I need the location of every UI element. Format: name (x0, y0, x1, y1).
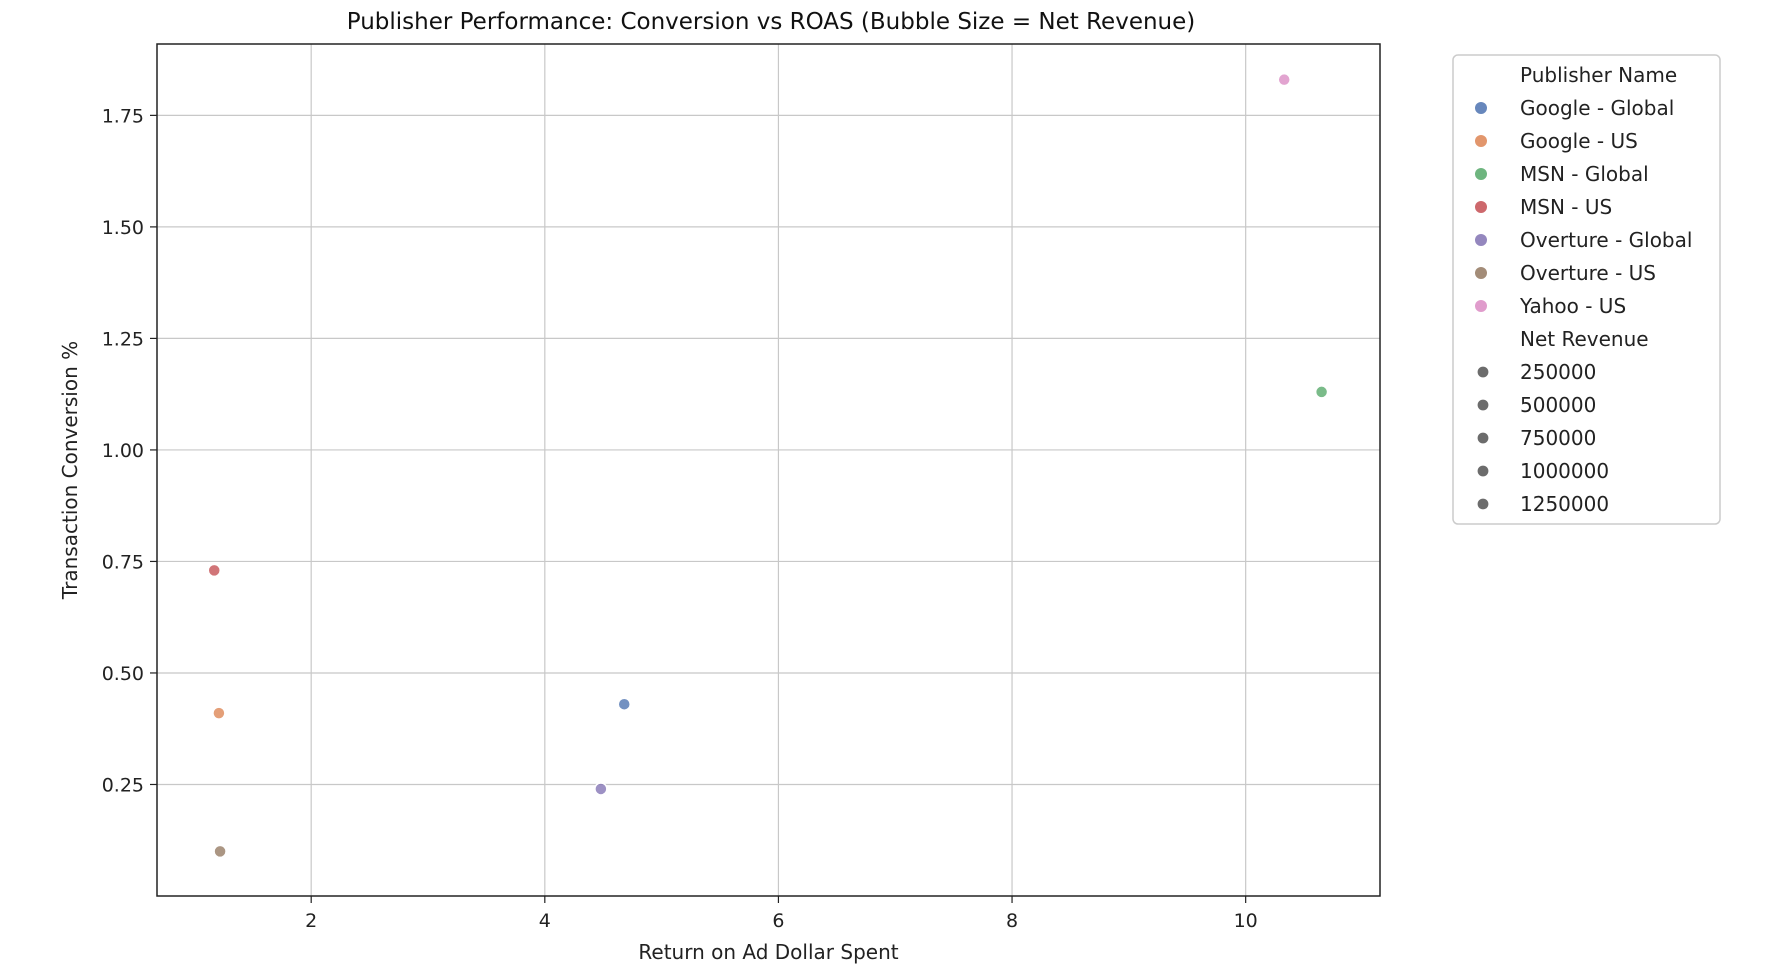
legend-marker (1475, 201, 1487, 213)
bubble-overture-us (213, 844, 227, 859)
legend-entry-label: MSN - US (1520, 195, 1612, 219)
plot-frame (156, 43, 1381, 897)
x-tick-label: 10 (1234, 910, 1258, 932)
legend-size-label: 1000000 (1520, 459, 1609, 483)
legend-entry-label: Overture - Global (1520, 228, 1692, 252)
legend-entry-label: Overture - US (1520, 261, 1656, 285)
chart-title: Publisher Performance: Conversion vs ROA… (347, 9, 1196, 35)
x-tick-label: 4 (539, 910, 551, 932)
y-tick-label: 0.50 (102, 663, 144, 685)
bubble-overture-global (594, 782, 608, 796)
legend-entry-label: Google - Global (1520, 96, 1674, 120)
y-tick-label: 0.25 (102, 774, 144, 796)
legend-entry-label: Google - US (1520, 129, 1638, 153)
y-tick-label: 0.75 (102, 551, 144, 573)
bubble-layer (207, 72, 1329, 859)
axis-ticks: 2 4 6 8 10 0.25 0.50 0.75 1.00 1.25 1.50 1.75 (102, 105, 1258, 932)
bubble-yahoo-us (1277, 72, 1291, 87)
legend-size-label: 750000 (1520, 426, 1596, 450)
legend: Publisher Name Google - Global Google - US… (1452, 54, 1721, 525)
y-tick-label: 1.50 (102, 217, 144, 239)
bubble-google-us (212, 706, 226, 720)
legend-marker (1475, 234, 1487, 246)
legend-size-label: 1250000 (1520, 492, 1609, 516)
x-tick-label: 8 (1006, 910, 1018, 932)
legend-size-marker (1476, 431, 1490, 445)
legend-size-marker (1476, 365, 1490, 379)
x-axis-label: Return on Ad Dollar Spent (638, 940, 898, 964)
y-tick-label: 1.00 (102, 440, 144, 462)
legend-size-label: 500000 (1520, 393, 1596, 417)
y-tick-label: 1.25 (102, 328, 144, 350)
legend-size-marker (1476, 464, 1490, 478)
legend-hue-title: Publisher Name (1520, 63, 1677, 87)
legend-marker (1475, 168, 1487, 180)
legend-box (1452, 54, 1721, 525)
y-axis-label: Transaction Conversion % (58, 341, 82, 600)
legend-size-title: Net Revenue (1520, 327, 1649, 351)
grid-lines (157, 44, 1380, 896)
legend-entry-label: Yahoo - US (1519, 294, 1626, 318)
legend-size-label: 250000 (1520, 360, 1596, 384)
legend-marker (1475, 267, 1487, 279)
bubble-google-global (617, 697, 631, 711)
x-tick-label: 6 (772, 910, 784, 932)
y-tick-label: 1.75 (102, 105, 144, 127)
legend-marker (1475, 102, 1487, 114)
x-tick-label: 2 (305, 910, 317, 932)
legend-marker (1475, 135, 1487, 147)
legend-marker (1475, 300, 1487, 312)
legend-size-marker (1476, 497, 1490, 511)
bubble-msn-us (207, 563, 221, 578)
legend-size-marker (1476, 398, 1490, 412)
legend-entry-label: MSN - Global (1520, 162, 1649, 186)
bubble-msn-global (1314, 385, 1329, 399)
